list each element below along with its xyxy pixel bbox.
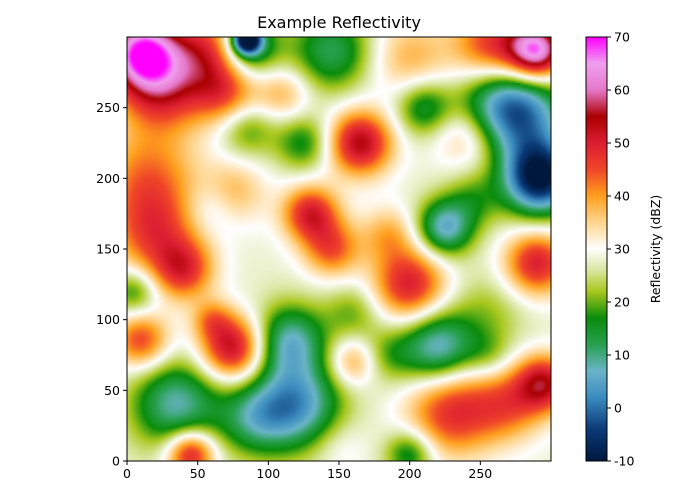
colorbar-tick-label: 50 — [614, 136, 630, 151]
colorbar-tick-label: 70 — [614, 30, 630, 45]
colorbar-label: Reflectivity (dBZ) — [648, 195, 663, 304]
x-tick-label: 0 — [123, 466, 131, 481]
x-tick-label: 200 — [398, 466, 422, 481]
y-axis: 0 50 100 150 200 250 — [96, 100, 127, 469]
chart-title: Example Reflectivity — [257, 13, 421, 32]
y-tick-label: 150 — [96, 242, 120, 257]
x-tick-label: 100 — [256, 466, 280, 481]
heatmap-image — [127, 37, 551, 461]
y-tick-label: 100 — [96, 312, 120, 327]
x-axis: 0 50 100 150 200 250 — [123, 461, 492, 481]
colorbar-tick-label: 20 — [614, 295, 630, 310]
colorbar-tick-label: -10 — [614, 454, 634, 469]
colorbar-tick-label: 30 — [614, 242, 630, 257]
x-tick-label: 50 — [190, 466, 206, 481]
x-tick-label: 250 — [468, 466, 492, 481]
y-tick-label: 50 — [104, 383, 120, 398]
y-tick-label: 200 — [96, 171, 120, 186]
colorbar-image — [586, 37, 607, 461]
y-tick-label: 0 — [112, 454, 120, 469]
y-tick-label: 250 — [96, 100, 120, 115]
colorbar-axis: -10 0 10 20 30 40 50 60 70 — [607, 30, 634, 469]
colorbar-tick-label: 10 — [614, 348, 630, 363]
x-tick-label: 150 — [327, 466, 351, 481]
colorbar-tick-label: 60 — [614, 83, 630, 98]
colorbar-tick-label: 40 — [614, 189, 630, 204]
colorbar-tick-label: 0 — [614, 401, 622, 416]
